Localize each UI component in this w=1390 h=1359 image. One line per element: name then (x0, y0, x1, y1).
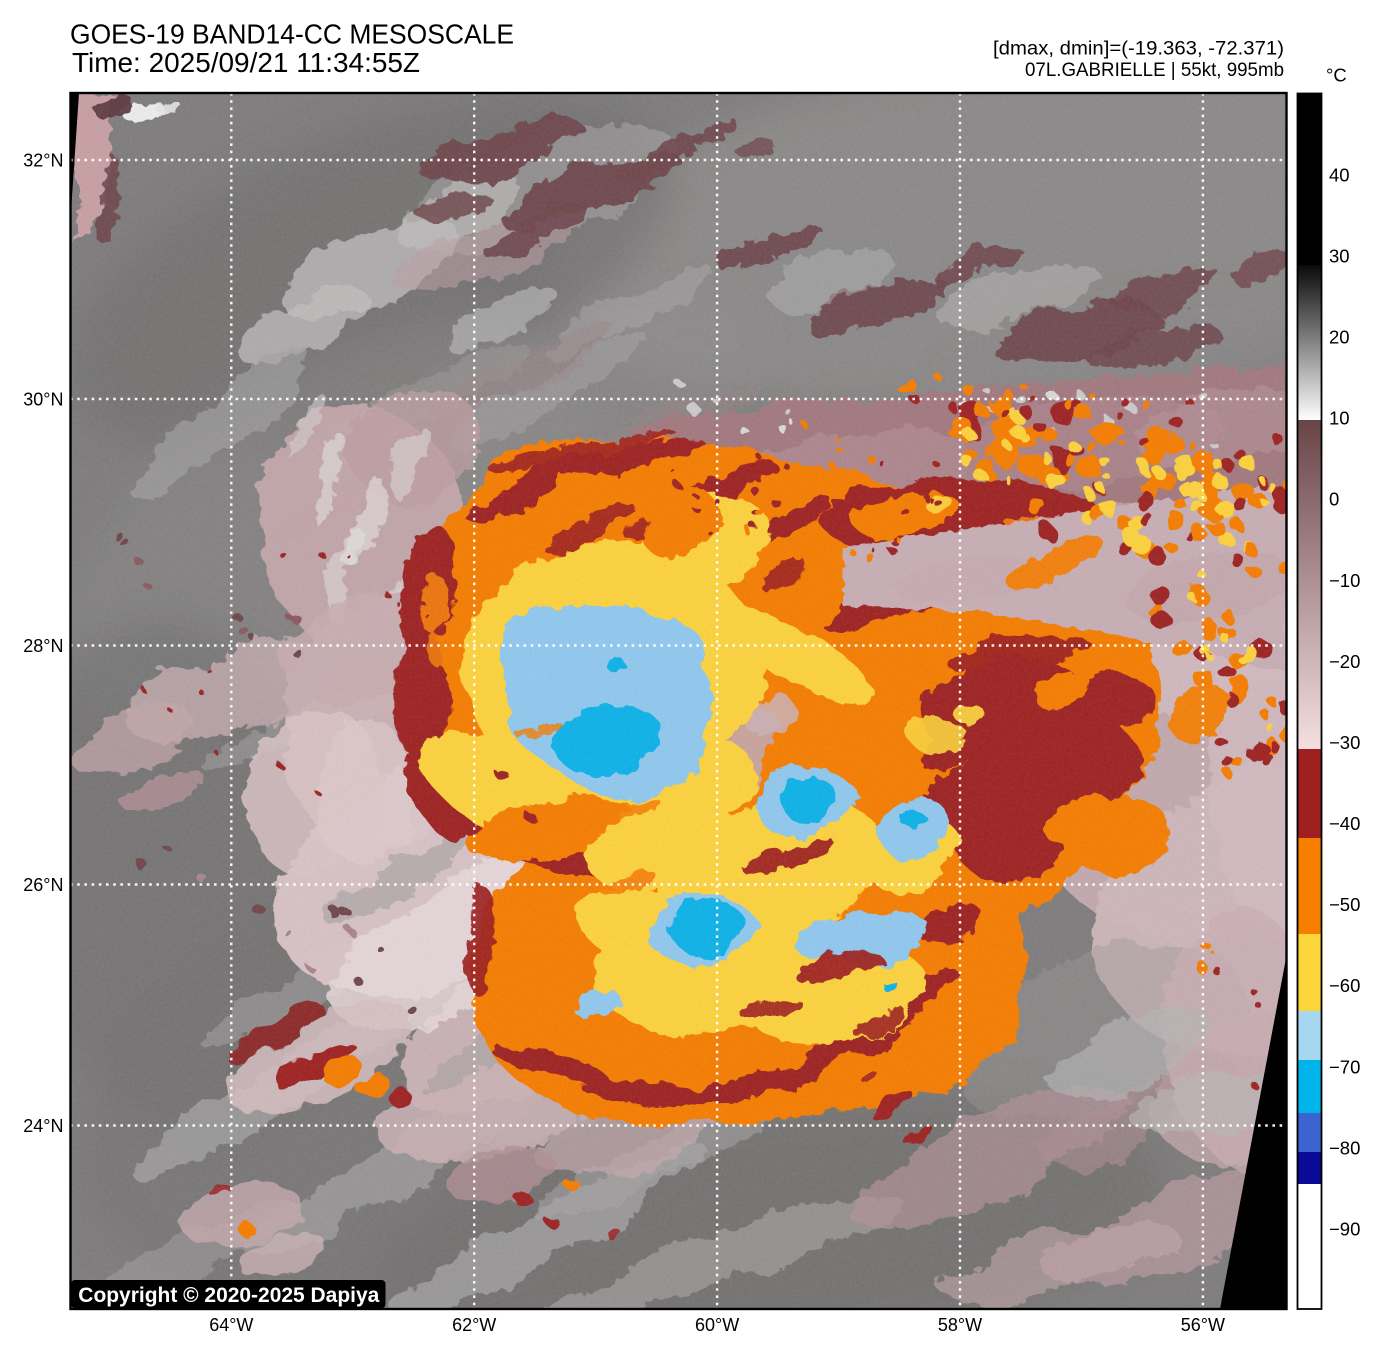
svg-text:32°N: 32°N (23, 150, 63, 170)
svg-text:−40: −40 (1329, 813, 1360, 834)
svg-text:Time: 2025/09/21 11:34:55Z: Time: 2025/09/21 11:34:55Z (72, 47, 420, 78)
svg-text:−70: −70 (1329, 1056, 1360, 1077)
svg-text:62°W: 62°W (452, 1315, 496, 1335)
svg-text:30°N: 30°N (23, 389, 63, 409)
svg-text:26°N: 26°N (23, 875, 63, 895)
svg-text:−80: −80 (1329, 1137, 1360, 1158)
svg-text:−50: −50 (1329, 894, 1360, 915)
svg-text:−90: −90 (1329, 1218, 1360, 1239)
svg-text:−20: −20 (1329, 651, 1360, 672)
svg-text:56°W: 56°W (1181, 1315, 1225, 1335)
svg-text:28°N: 28°N (23, 636, 63, 656)
svg-text:40: 40 (1329, 164, 1350, 185)
svg-text:[dmax, dmin]=(-19.363, -72.371: [dmax, dmin]=(-19.363, -72.371) (993, 38, 1284, 60)
svg-text:0: 0 (1329, 489, 1339, 510)
svg-text:Copyright © 2020-2025 Dapiya: Copyright © 2020-2025 Dapiya (78, 1284, 379, 1307)
svg-text:10: 10 (1329, 408, 1350, 429)
svg-text:−30: −30 (1329, 732, 1360, 753)
svg-text:60°W: 60°W (695, 1315, 739, 1335)
svg-text:58°W: 58°W (938, 1315, 982, 1335)
svg-text:−60: −60 (1329, 975, 1360, 996)
svg-text:−10: −10 (1329, 570, 1360, 591)
svg-text:30: 30 (1329, 246, 1350, 267)
svg-text:GOES-19 BAND14-CC MESOSCALE: GOES-19 BAND14-CC MESOSCALE (70, 19, 514, 50)
svg-text:24°N: 24°N (23, 1116, 63, 1136)
svg-text:20: 20 (1329, 327, 1350, 348)
svg-text:07L.GABRIELLE | 55kt, 995mb: 07L.GABRIELLE | 55kt, 995mb (1025, 59, 1284, 81)
svg-text:64°W: 64°W (209, 1315, 253, 1335)
svg-text:°C: °C (1326, 65, 1347, 86)
